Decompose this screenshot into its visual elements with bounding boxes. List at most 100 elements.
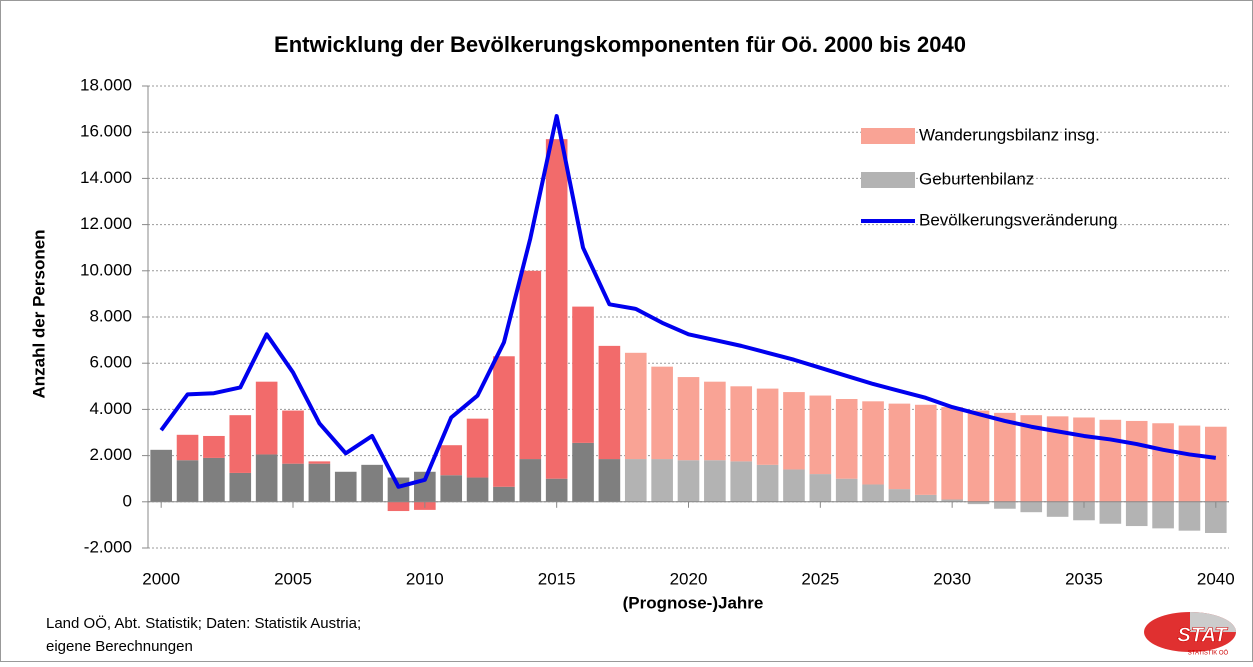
y-tick-label: 14.000 <box>80 168 132 187</box>
bar <box>1178 425 1201 502</box>
y-tick-label: 4.000 <box>89 399 132 418</box>
bar <box>255 454 278 502</box>
source-box: Land OÖ, Abt. Statistik; Daten: Statisti… <box>46 615 362 655</box>
legend-swatch <box>861 172 915 188</box>
logo-subtext: STATISTIK OÖ <box>1188 650 1229 657</box>
legend-label: Bevölkerungsveränderung <box>919 210 1117 229</box>
bar <box>835 478 858 502</box>
y-tick-label: 8.000 <box>89 306 132 325</box>
y-tick-label: 6.000 <box>89 353 132 372</box>
x-tick-label: 2040 <box>1197 569 1235 588</box>
bar <box>704 460 726 502</box>
y-tick-label: 18.000 <box>80 75 132 94</box>
y-tick-label: 16.000 <box>80 122 132 141</box>
bar <box>308 463 331 502</box>
bar <box>914 494 937 502</box>
bar <box>176 434 199 461</box>
bar <box>1152 501 1174 529</box>
bar <box>756 388 779 465</box>
bar <box>466 477 489 502</box>
bar <box>1020 415 1043 502</box>
bar <box>519 270 542 460</box>
bar <box>888 489 911 502</box>
bar <box>545 478 568 502</box>
x-tick-label: 2035 <box>1065 569 1103 588</box>
bar <box>677 377 700 461</box>
bar <box>308 461 331 464</box>
bar <box>598 459 621 502</box>
x-tick-label: 2000 <box>142 569 180 588</box>
logo: STAT STATISTIK OÖ <box>1144 612 1236 657</box>
source: Land OÖ, Abt. Statistik; Daten: Statisti… <box>46 615 362 655</box>
bar <box>862 484 884 502</box>
x-tick-label: 2015 <box>538 569 576 588</box>
bar <box>835 399 858 479</box>
chart-title: Entwicklung der Bevölkerungskomponenten … <box>274 32 966 57</box>
bar <box>229 472 252 502</box>
bar <box>967 501 990 505</box>
bar <box>624 459 647 502</box>
x-tick-label: 2025 <box>801 569 839 588</box>
bar <box>624 352 647 460</box>
bar <box>756 464 779 502</box>
bar <box>545 139 568 479</box>
logo-slice <box>1190 612 1236 632</box>
bar <box>994 501 1016 509</box>
bar <box>1073 417 1095 502</box>
bar <box>651 366 673 460</box>
x-tick-label: 2010 <box>406 569 444 588</box>
bar <box>809 395 832 475</box>
bar <box>519 459 542 502</box>
y-tick-label: 2.000 <box>89 445 132 464</box>
bar <box>282 410 304 464</box>
bar <box>1046 416 1069 502</box>
bars <box>150 139 1227 533</box>
bar <box>1046 501 1069 517</box>
bar <box>203 457 225 502</box>
bar <box>1125 501 1148 527</box>
bar <box>783 469 805 502</box>
bar <box>334 471 357 502</box>
bar <box>598 345 621 460</box>
bar <box>651 459 673 502</box>
bar <box>466 418 489 478</box>
x-tick-label: 2020 <box>670 569 708 588</box>
y-tick-label: 0 <box>123 491 132 510</box>
bar <box>677 460 700 502</box>
logo-text: STAT <box>1177 624 1228 646</box>
x-tick-label: 2030 <box>933 569 971 588</box>
bar <box>387 501 410 512</box>
x-tick-label: 2005 <box>274 569 312 588</box>
line <box>159 114 1217 489</box>
bar <box>176 460 199 502</box>
bar <box>704 381 726 461</box>
bar <box>282 463 304 502</box>
bar <box>361 464 383 502</box>
bar <box>730 386 753 462</box>
bar <box>1020 501 1043 513</box>
legend-swatch <box>861 128 915 144</box>
bar <box>914 404 937 495</box>
bar <box>862 401 884 485</box>
y-tick-label: -2.000 <box>84 537 132 556</box>
x-axis-label: (Prognose-)Jahre <box>623 593 764 612</box>
bar <box>1073 501 1095 521</box>
bar <box>1205 426 1227 502</box>
bar <box>203 435 225 458</box>
bar <box>1125 420 1148 502</box>
bar <box>1099 419 1122 502</box>
bar <box>967 410 990 502</box>
bar <box>941 499 963 502</box>
bar <box>229 415 252 473</box>
bar <box>1178 501 1201 531</box>
legend-label: Wanderungsbilanz insg. <box>919 125 1100 144</box>
y-axis-label: Anzahl der Personen <box>29 229 48 398</box>
bar <box>255 381 278 455</box>
bar <box>572 442 594 502</box>
bar <box>1099 501 1122 524</box>
bar <box>941 407 963 500</box>
y-tick-label: 10.000 <box>80 260 132 279</box>
bar <box>730 461 753 502</box>
